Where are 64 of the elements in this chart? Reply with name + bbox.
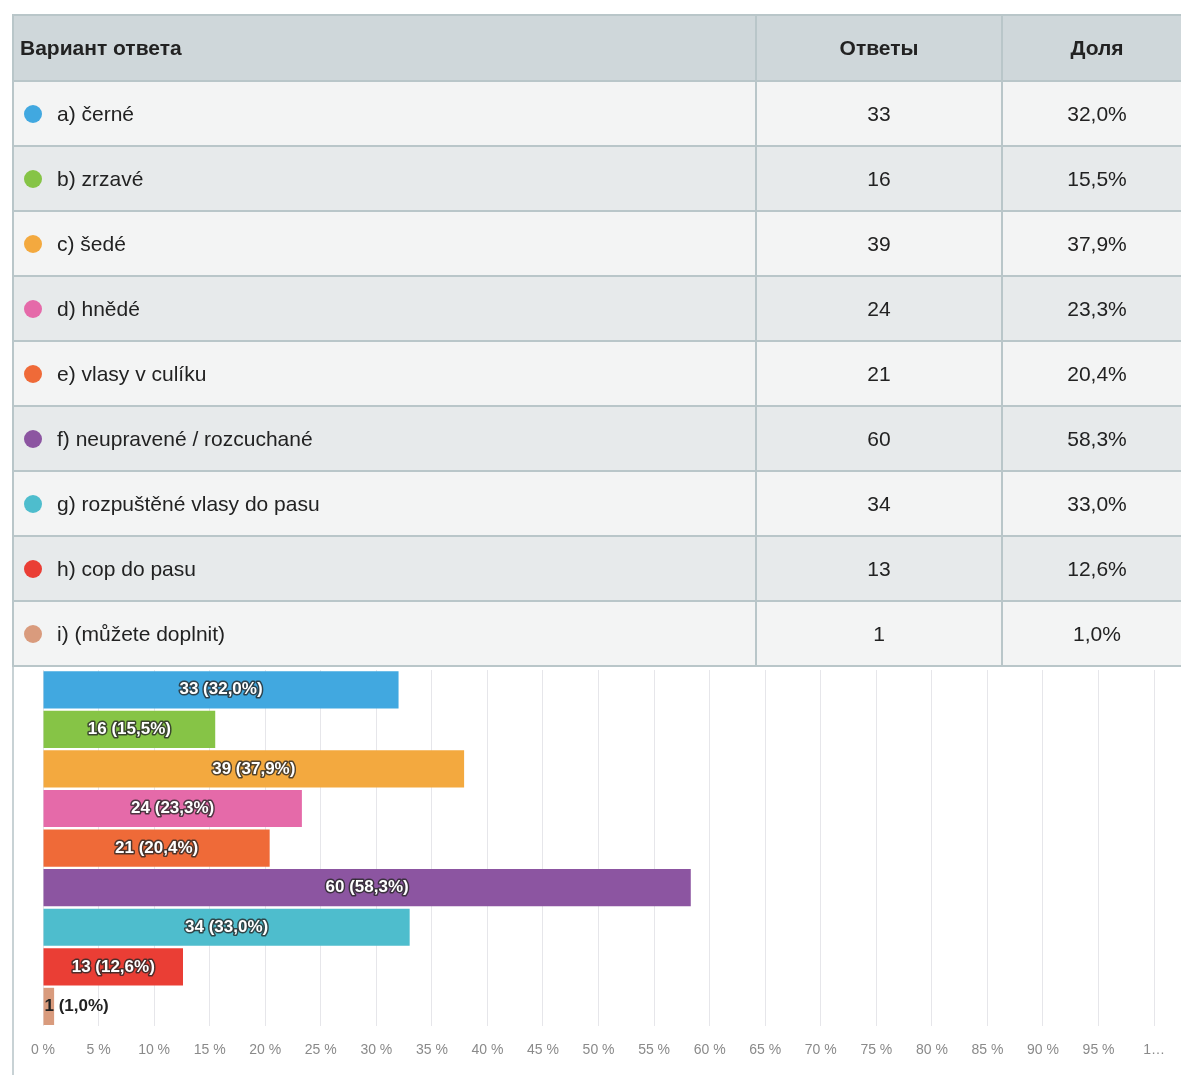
text: 33,0%	[1066, 490, 1128, 517]
text: 32,0%	[1066, 100, 1128, 127]
text: 12,6%	[1066, 555, 1128, 582]
x-tick-label: 95 %	[1082, 1041, 1115, 1058]
data-label: 39 (37,9%)	[212, 758, 296, 778]
text: 13	[757, 537, 1003, 600]
data-label: 33 (32,0%)	[179, 679, 263, 699]
legend-label: c) šedé	[57, 231, 126, 256]
x-tick-label: 1…	[1143, 1041, 1166, 1058]
legend-label: h) cop do pasu	[57, 556, 196, 581]
x-tick-label: 70 %	[804, 1041, 837, 1058]
text: 15,5%	[1066, 165, 1128, 192]
text: Ответы	[757, 16, 1003, 80]
legend-title: Вариант ответа	[14, 16, 757, 80]
x-tick-label: 25 %	[304, 1041, 337, 1058]
x-tick-label: 55 %	[638, 1041, 671, 1058]
text: 20,4%	[1066, 360, 1128, 387]
text: 60	[757, 407, 1003, 470]
text: 1	[757, 602, 1003, 665]
x-tick-label: 80 %	[915, 1041, 948, 1058]
x-tick-label: 65 %	[749, 1041, 782, 1058]
x-tick-label: 10 %	[138, 1041, 171, 1058]
x-tick-label: 90 %	[1027, 1041, 1059, 1058]
legend-label: i) (můžete doplnit)	[57, 621, 226, 646]
bar	[43, 869, 691, 907]
legend-label: e) vlasy v culíku	[57, 361, 207, 386]
text: 24	[757, 277, 1003, 340]
x-tick-label: 0 %	[30, 1041, 56, 1058]
x-tick-label: 30 %	[360, 1041, 393, 1058]
x-tick-label: 40 %	[471, 1041, 504, 1058]
legend-label: g) rozpuštěné vlasy do pasu	[57, 491, 320, 516]
x-tick-label: 15 %	[193, 1041, 226, 1058]
text: 1,0%	[1072, 620, 1122, 647]
data-label: 21 (20,4%)	[115, 837, 199, 857]
legend-label: a) černé	[57, 101, 135, 126]
data-label: 34 (33,0%)	[185, 916, 269, 936]
text: 34	[757, 472, 1003, 535]
data-label: 16 (15,5%)	[87, 719, 171, 739]
text: 33	[757, 82, 1003, 145]
text: 37,9%	[1066, 230, 1128, 257]
legend-label: d) hnědé	[57, 296, 140, 321]
x-tick-label: 45 %	[527, 1041, 559, 1058]
bar	[43, 908, 410, 946]
data-label: 1 (1,0%)	[44, 996, 109, 1016]
text: Доля	[1069, 35, 1125, 61]
x-tick-label: 5 %	[86, 1041, 111, 1058]
data-label: 13 (12,6%)	[71, 956, 155, 976]
x-tick-label: 50 %	[582, 1041, 615, 1058]
bar	[43, 671, 399, 709]
x-tick-label: 75 %	[860, 1041, 893, 1058]
x-tick-label: 85 %	[971, 1041, 1004, 1058]
x-tick-label: 20 %	[249, 1041, 282, 1058]
legend-label: b) zrzavé	[57, 166, 144, 191]
text: 21	[757, 342, 1003, 405]
x-tick-label: 35 %	[415, 1041, 448, 1058]
x-tick-label: 60 %	[693, 1041, 726, 1058]
bar	[43, 750, 465, 788]
data-label: 60 (58,3%)	[325, 877, 409, 897]
text: 58,3%	[1066, 425, 1128, 452]
data-label: 24 (23,3%)	[131, 798, 215, 818]
text: 39	[757, 212, 1003, 275]
legend-label: f) neupravené / rozcuchané	[57, 426, 313, 451]
text: 16	[757, 147, 1003, 210]
text: 23,3%	[1066, 295, 1128, 322]
